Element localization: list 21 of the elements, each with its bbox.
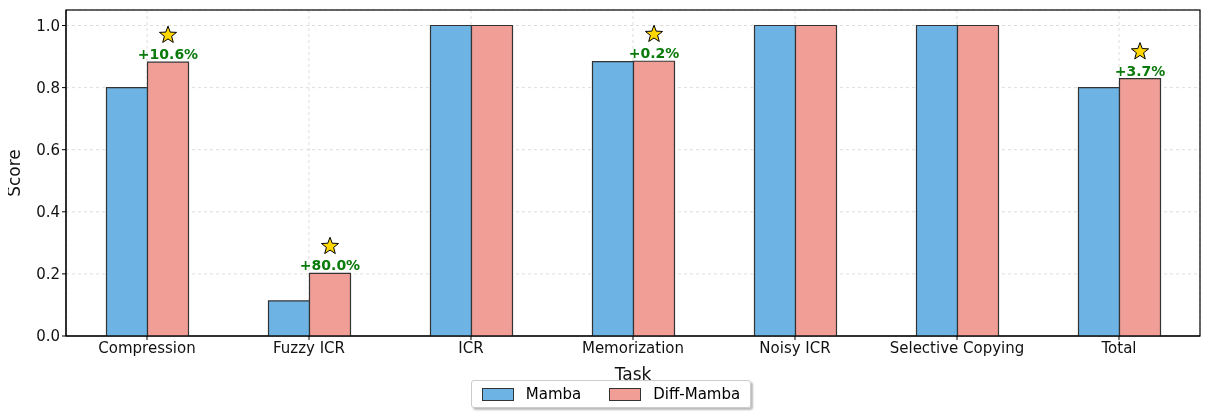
legend-label: Mamba: [524, 385, 582, 403]
x-tick-label: Total: [1100, 338, 1137, 357]
y-tick-label: 1.0: [36, 16, 60, 35]
x-tick-label: Fuzzy ICR: [272, 338, 346, 357]
y-tick-label: 0.6: [36, 141, 60, 160]
annotation: +10.6%: [137, 46, 199, 63]
legend-label: Diff-Mamba: [652, 385, 741, 403]
y-axis-title: Score: [4, 149, 25, 197]
x-tick-label: Noisy ICR: [759, 338, 831, 357]
y-tick-label: 0.4: [36, 203, 60, 222]
y-tick-label: 0.2: [36, 265, 60, 284]
x-tick-label: Memorization: [581, 338, 685, 357]
annotation: +0.2%: [628, 45, 680, 62]
x-axis-title: Task: [613, 364, 652, 384]
annotation: +80.0%: [299, 257, 361, 274]
y-tick-label: 0.0: [36, 327, 60, 346]
annotation: +3.7%: [1114, 62, 1166, 79]
x-tick-label: ICR: [458, 338, 484, 357]
x-tick-label: Selective Copying: [889, 338, 1025, 357]
y-tick-label: 0.8: [36, 78, 60, 97]
x-tick-label: Compression: [98, 338, 196, 357]
